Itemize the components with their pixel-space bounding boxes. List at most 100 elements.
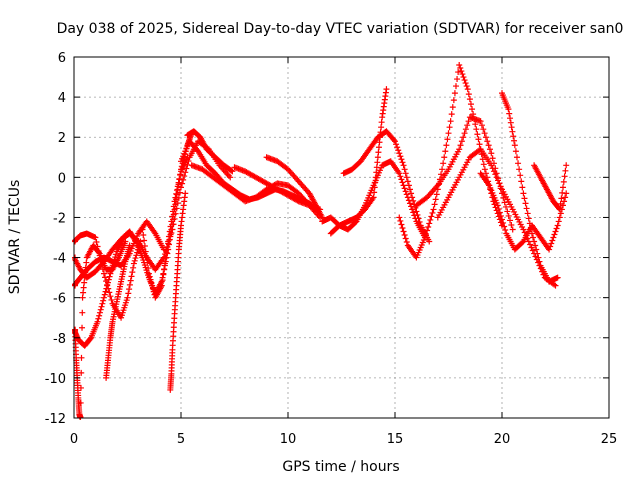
data-point [547,243,554,250]
y-tick-label: 0 [58,171,66,186]
data-point [164,244,171,251]
data-point [433,191,440,198]
data-point [509,226,516,233]
data-point [148,279,155,286]
data-point [81,279,88,286]
data-point [534,250,541,257]
series-track-12 [231,164,324,213]
data-point [555,205,562,212]
data-point [440,160,447,167]
data-point [446,124,453,131]
data-point [163,249,170,256]
data-point [460,134,467,141]
data-point [506,110,513,117]
data-point [530,234,537,241]
data-point [552,228,559,235]
data-point [78,354,85,361]
y-tick-label: -10 [45,372,66,387]
data-point [105,285,112,292]
data-point [378,124,385,131]
data-point [405,197,412,204]
data-point [554,274,561,281]
data-point [562,194,569,201]
data-point [79,294,86,301]
data-point [527,241,534,248]
data-point [499,216,505,223]
series-track-11 [188,162,324,221]
data-point [505,106,512,113]
data-point [107,293,114,300]
data-point [95,315,102,322]
data-point [169,213,176,220]
data-point [445,130,452,137]
data-point [125,290,132,297]
data-point [92,234,99,241]
data-point [482,134,489,141]
data-point [423,230,430,237]
data-point [397,153,404,160]
data-point [161,266,168,273]
data-point [143,254,150,261]
data-point [139,226,146,233]
x-tick-label: 10 [280,432,297,447]
data-point [462,80,469,87]
data-point [507,217,514,224]
data-point [476,141,483,148]
data-point [560,178,567,185]
data-point [98,303,105,310]
data-point [378,119,385,126]
data-point [459,71,466,78]
y-tick-label: 6 [58,51,66,66]
data-point [408,203,415,210]
data-point [170,203,177,210]
data-point [454,76,461,83]
data-point [438,171,445,178]
x-axis-label: GPS time / hours [282,459,399,475]
data-point [501,223,508,230]
data-point [94,318,101,325]
data-point [456,146,463,153]
data-point [472,121,479,128]
data-point [557,200,564,207]
data-point [442,148,449,155]
data-point [469,106,476,113]
series-track-18 [413,114,516,233]
data-point [78,339,85,346]
data-point [162,255,169,262]
data-point [535,259,542,266]
data-point [166,228,173,235]
data-point [375,144,382,151]
data-point [131,257,138,264]
data-point [406,200,413,207]
data-point [449,104,456,111]
data-point [399,159,406,166]
x-tick-label: 15 [387,432,404,447]
y-tick-label: -2 [53,211,66,226]
data-point [402,170,409,177]
data-point [529,247,536,254]
data-point [500,194,507,201]
y-tick-label: -4 [53,252,66,267]
axes: 0 5 10 15 20 25 -12 -10 -8 -6 -4 -2 0 2 4 6 [45,51,618,447]
data-point [467,101,474,108]
series-track-21 [477,170,570,253]
x-tick-label: 0 [70,432,78,447]
data-point [167,223,174,230]
data-point [177,172,184,179]
data-point [458,138,465,145]
data-point [504,208,511,215]
data-point [448,111,455,118]
data-point [78,369,85,376]
data-point [141,243,148,250]
data-point [439,166,446,173]
data-point [410,209,417,216]
data-point [474,131,481,138]
data-point [548,240,555,247]
data-point [95,248,102,255]
data-point [228,167,235,174]
y-axis-label: SDTVAR / TECUs [7,180,23,295]
series-track-14 [327,86,390,237]
data-point [130,264,137,271]
data-point [463,83,470,90]
